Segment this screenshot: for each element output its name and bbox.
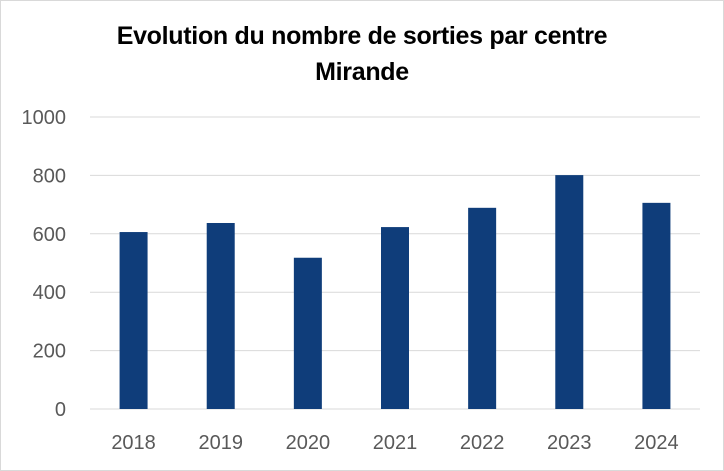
bars bbox=[119, 175, 671, 409]
x-tick-label: 2022 bbox=[460, 432, 505, 454]
x-tick-label: 2019 bbox=[198, 432, 243, 454]
x-tick-label: 2023 bbox=[547, 432, 592, 454]
x-tick-label: 2018 bbox=[111, 432, 156, 454]
x-tick-label: 2021 bbox=[373, 432, 418, 454]
x-tick-label: 2024 bbox=[634, 432, 679, 454]
y-tick-label: 1000 bbox=[22, 107, 67, 129]
chart-title-line-2: Mirande bbox=[315, 58, 409, 86]
bar-2022 bbox=[468, 207, 497, 409]
bar-2024 bbox=[642, 202, 671, 409]
y-tick-label: 200 bbox=[33, 341, 66, 363]
x-axis-ticks: 2018 2019 2020 2021 2022 2023 2024 bbox=[111, 432, 678, 454]
y-tick-label: 0 bbox=[55, 399, 66, 421]
bar-2023 bbox=[555, 175, 584, 409]
y-tick-label: 800 bbox=[33, 165, 66, 187]
x-tick-label: 2020 bbox=[286, 432, 331, 454]
y-tick-label: 400 bbox=[33, 282, 66, 304]
bar-2018 bbox=[119, 232, 148, 409]
bar-2019 bbox=[206, 222, 235, 409]
y-axis-ticks: 0 200 400 600 800 1000 bbox=[22, 107, 67, 421]
bar-2020 bbox=[293, 257, 322, 409]
bar-2021 bbox=[381, 227, 409, 409]
chart-title: Evolution du nombre de sorties par centr… bbox=[0, 18, 724, 90]
chart-title-line-1: Evolution du nombre de sorties par centr… bbox=[116, 22, 608, 50]
y-tick-label: 600 bbox=[33, 224, 66, 246]
